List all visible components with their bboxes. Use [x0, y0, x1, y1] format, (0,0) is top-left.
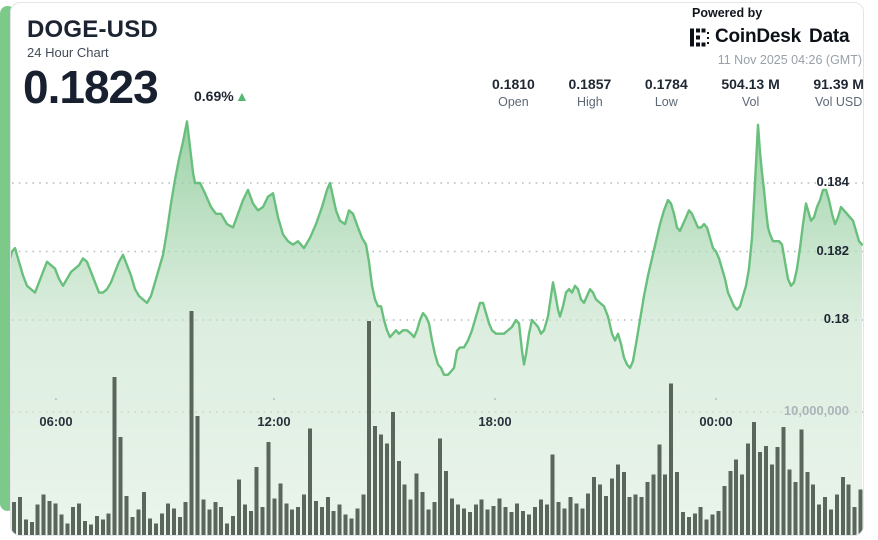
- price-line: [11, 120, 863, 376]
- volume-bars: [12, 310, 863, 535]
- price-chart-card: [10, 2, 864, 536]
- price-volume-chart[interactable]: [10, 2, 864, 536]
- price-area-fill: [11, 121, 862, 535]
